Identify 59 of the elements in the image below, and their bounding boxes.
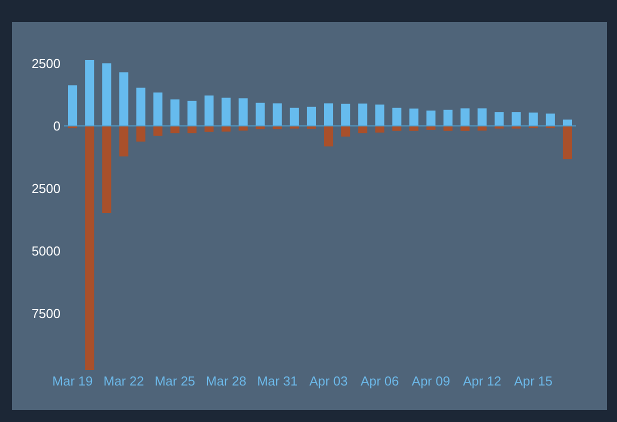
x-tick-label: Apr 15 [514,374,552,388]
x-tick-label: Mar 19 [52,374,93,388]
bar [136,126,146,142]
bar [443,126,453,131]
bar [478,108,487,126]
bar [460,108,470,126]
bar [460,126,470,131]
y-tick-label: 5000 [32,244,60,259]
bar [85,60,94,126]
bar [170,99,180,126]
x-tick-label: Mar 22 [104,374,144,388]
bar [102,126,112,213]
x-tick-label: Mar 25 [154,374,196,388]
bar [341,104,350,126]
bar [272,103,282,126]
bar [119,72,128,126]
bar [409,126,418,131]
x-tick-label: Apr 06 [360,374,399,388]
bar [512,112,521,126]
bar [409,108,418,126]
bar [324,126,334,146]
bar [392,108,402,126]
bar [204,126,214,132]
x-tick-label: Mar 28 [206,374,246,388]
bar [562,120,572,126]
bar [187,100,197,126]
bar [494,112,504,126]
bar [562,126,572,160]
bar [443,110,453,126]
bar [85,126,94,370]
bar [102,63,112,126]
y-tick-label: 2500 [32,56,60,71]
bar [324,103,334,126]
x-tick-label: Apr 03 [309,374,348,388]
bar [256,102,265,126]
bar [68,85,78,126]
bar [375,126,384,133]
bar [358,104,368,126]
x-tick-label: Apr 12 [462,374,502,388]
bar [222,98,231,126]
bar [153,126,162,136]
y-tick-label: 7500 [32,306,60,322]
bar [528,112,538,126]
bar [341,126,350,137]
bar [392,126,402,131]
bar [546,114,555,126]
x-tick-label: Mar 31 [257,374,298,388]
bar [290,108,299,126]
bar [119,126,128,156]
bar [153,92,162,126]
bar [136,88,146,126]
bar [238,98,248,126]
bar [306,106,316,126]
bar [204,96,214,126]
y-tick-label: 2500 [32,180,60,196]
x-tick-label: Apr 09 [412,374,450,388]
bar [375,104,384,126]
y-tick-label: 0 [53,118,60,134]
bar [426,110,436,126]
